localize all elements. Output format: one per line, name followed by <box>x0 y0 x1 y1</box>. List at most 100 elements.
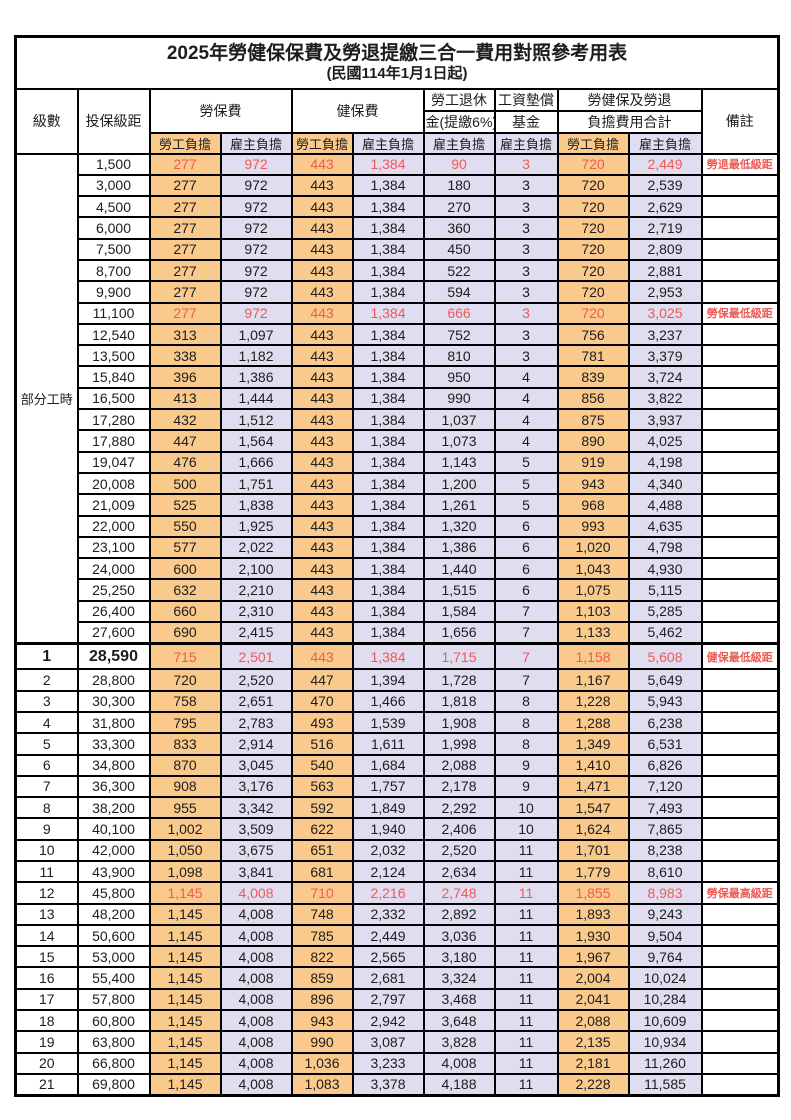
value-cell: 2,520 <box>219 668 293 692</box>
value-cell: 1,097 <box>219 322 293 347</box>
header-bracket: 投保級距 <box>76 87 151 155</box>
value-cell: 748 <box>290 902 354 926</box>
value-cell: 5 <box>493 450 559 474</box>
value-cell: 632 <box>148 578 222 602</box>
bracket-cell: 66,800 <box>76 1051 151 1075</box>
value-cell: 493 <box>290 710 354 735</box>
value-cell: 443 <box>290 216 354 240</box>
value-cell: 1,930 <box>556 923 630 948</box>
value-cell: 7 <box>493 621 559 645</box>
value-cell: 11 <box>493 881 559 905</box>
table-row: 11,100 277 972 443 1,384 666 3 720 3,025 勞保最低級距 <box>16 301 780 325</box>
value-cell: 4,930 <box>627 557 703 581</box>
value-cell: 1,145 <box>148 881 222 905</box>
header-wage-fund-line1: 工資墊償 <box>493 87 559 112</box>
table-row: 7,500 277 972 443 1,384 450 3 720 2,809 <box>16 237 780 261</box>
value-cell: 1,145 <box>148 1051 222 1075</box>
table-row: 17,280 432 1,512 443 1,384 1,037 4 875 3,937 <box>16 408 780 432</box>
value-cell: 1,471 <box>556 774 630 799</box>
level-cell: 16 <box>14 966 79 990</box>
value-cell: 968 <box>556 493 630 517</box>
value-cell: 2,719 <box>627 216 703 240</box>
value-cell: 2,100 <box>219 557 293 581</box>
table-row: 8 38,200 955 3,342 592 1,849 2,292 10 1,547 7,493 <box>14 796 780 820</box>
remark-cell <box>700 1009 780 1033</box>
value-cell: 11,260 <box>627 1051 703 1075</box>
value-cell: 2,178 <box>422 774 496 799</box>
value-cell: 1,515 <box>422 578 496 602</box>
bracket-cell: 69,800 <box>76 1072 151 1097</box>
table-row: 9 40,100 1,002 3,509 622 1,940 2,406 10 1,624 7,8… <box>14 817 780 841</box>
value-cell: 11,585 <box>627 1072 703 1097</box>
value-cell: 720 <box>556 152 630 176</box>
value-cell: 1,145 <box>148 987 222 1012</box>
value-cell: 1,384 <box>351 322 425 347</box>
remark-cell <box>700 173 780 198</box>
remark-cell <box>700 1072 780 1097</box>
remark-cell: 勞保最高級距 <box>700 881 780 905</box>
value-cell: 2,651 <box>219 689 293 713</box>
value-cell: 1,611 <box>351 732 425 756</box>
value-cell: 10,284 <box>627 987 703 1012</box>
title-row: 2025年勞健保保費及勞退提繳三合一費用對照參考用表 (民國114年1月1日起) <box>14 35 780 90</box>
table-row: 4,500 277 972 443 1,384 270 3 720 2,629 <box>16 195 780 219</box>
value-cell: 5,649 <box>627 668 703 692</box>
value-cell: 6 <box>493 557 559 581</box>
value-cell: 4 <box>493 365 559 389</box>
remark-cell <box>700 237 780 261</box>
value-cell: 2,088 <box>422 753 496 777</box>
value-cell: 4 <box>493 386 559 411</box>
value-cell: 10,934 <box>627 1030 703 1054</box>
value-cell: 972 <box>219 258 293 283</box>
value-cell: 360 <box>422 216 496 240</box>
bracket-cell: 27,600 <box>76 621 151 645</box>
value-cell: 1,838 <box>219 493 293 517</box>
bracket-cell: 48,200 <box>76 902 151 926</box>
value-cell: 277 <box>148 173 222 198</box>
value-cell: 1,384 <box>351 621 425 645</box>
premium-reference-table: 2025年勞健保保費及勞退提繳三合一費用對照參考用表 (民國114年1月1日起)… <box>14 35 781 1097</box>
bracket-cell: 24,000 <box>76 557 151 581</box>
table-row: 14 50,600 1,145 4,008 785 2,449 3,036 11 1,930 9,… <box>14 923 780 948</box>
bracket-cell: 28,800 <box>76 668 151 692</box>
remark-cell <box>700 621 780 645</box>
value-cell: 4,198 <box>627 450 703 474</box>
value-cell: 1,384 <box>351 429 425 453</box>
value-cell: 795 <box>148 710 222 735</box>
value-cell: 3,324 <box>422 966 496 990</box>
value-cell: 660 <box>148 599 222 624</box>
value-cell: 5,462 <box>627 621 703 645</box>
value-cell: 443 <box>290 301 354 325</box>
value-cell: 972 <box>219 301 293 325</box>
value-cell: 443 <box>290 173 354 198</box>
remark-cell <box>700 753 780 777</box>
value-cell: 1,020 <box>556 535 630 560</box>
value-cell: 443 <box>290 621 354 645</box>
bracket-cell: 53,000 <box>76 945 151 969</box>
value-cell: 1,384 <box>351 514 425 538</box>
subheader-total-employee: 勞工負擔 <box>556 131 630 155</box>
value-cell: 2,942 <box>351 1009 425 1033</box>
value-cell: 690 <box>148 621 222 645</box>
bracket-cell: 36,300 <box>76 774 151 799</box>
value-cell: 2,953 <box>627 280 703 304</box>
value-cell: 10,609 <box>627 1009 703 1033</box>
value-cell: 1,893 <box>556 902 630 926</box>
value-cell: 4,025 <box>627 429 703 453</box>
bracket-cell: 1,500 <box>76 152 151 176</box>
value-cell: 1,384 <box>351 195 425 219</box>
bracket-cell: 6,000 <box>76 216 151 240</box>
value-cell: 3,937 <box>627 408 703 432</box>
value-cell: 810 <box>422 344 496 368</box>
remark-cell <box>700 258 780 283</box>
value-cell: 1,143 <box>422 450 496 474</box>
bracket-cell: 43,900 <box>76 859 151 884</box>
bracket-cell: 7,500 <box>76 237 151 261</box>
value-cell: 2,520 <box>422 838 496 863</box>
value-cell: 622 <box>290 817 354 841</box>
value-cell: 1,684 <box>351 753 425 777</box>
value-cell: 990 <box>422 386 496 411</box>
value-cell: 666 <box>422 301 496 325</box>
value-cell: 822 <box>290 945 354 969</box>
remark-cell <box>700 557 780 581</box>
